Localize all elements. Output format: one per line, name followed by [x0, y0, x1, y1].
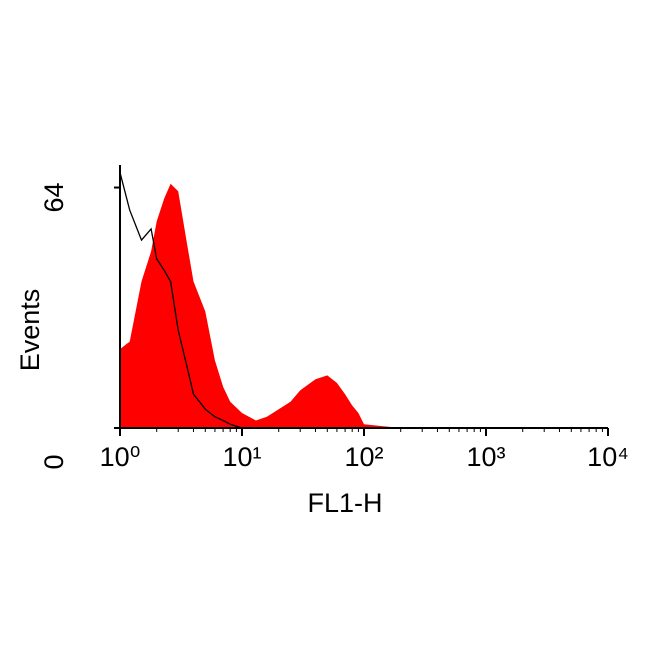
x-tick-label: 10³: [466, 442, 505, 472]
x-tick-label: 10⁴: [587, 442, 629, 472]
x-tick-label: 10⁰: [100, 442, 141, 472]
x-tick-label: 10²: [344, 442, 383, 472]
y-tick-label: 64: [39, 183, 69, 213]
x-tick-label: 10¹: [222, 442, 261, 472]
x-axis-label: FL1-H: [307, 488, 382, 518]
y-tick-label: 0: [39, 454, 69, 469]
area: [120, 183, 608, 428]
y-axis-label: Events: [15, 289, 45, 372]
